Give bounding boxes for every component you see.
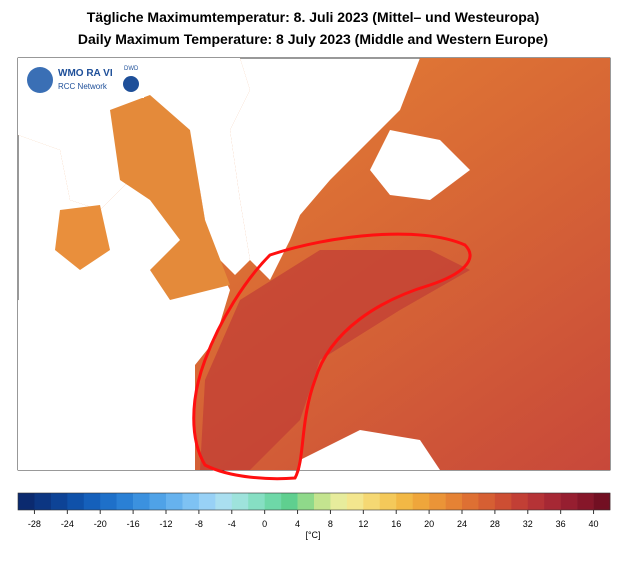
colorbar-segment [346,493,364,510]
colorbar-segment [133,493,150,510]
colorbar-tick-label: 32 [523,519,533,529]
dwd-emblem [123,76,139,92]
logo-dwd: DWD [124,66,139,72]
colorbar-tick-label: -16 [127,519,140,529]
colorbar-segment [34,493,52,510]
colorbar-segment [379,493,397,510]
colorbar-segment [264,493,282,510]
colorbar-tick-label: 40 [589,519,599,529]
colorbar-tick-label: -8 [195,519,203,529]
colorbar-tick-label: 8 [328,519,333,529]
colorbar-segment [478,493,496,510]
colorbar-segment [248,493,265,510]
colorbar-tick-label: 20 [424,519,434,529]
colorbar-segment [330,493,348,510]
colorbar-segment [527,493,545,510]
colorbar-segment [462,493,479,510]
colorbar-segment [182,493,200,510]
annotation-loop [192,232,472,481]
colorbar-segment [429,493,446,510]
colorbar-segment [198,493,216,510]
colorbar-segment [494,493,512,510]
colorbar-segment [215,493,233,510]
colorbar-tick-label: 28 [490,519,500,529]
colorbar-segment [297,493,315,510]
baltic [370,130,470,200]
colorbar-segment [281,493,298,510]
colorbar-tick-label: 0 [262,519,267,529]
colorbar-tick-label: -24 [61,519,74,529]
colorbar-tick-label: 24 [457,519,467,529]
colorbar-segment [593,493,611,510]
colorbar-segment [544,493,561,510]
colorbar-tick-label: -12 [159,519,172,529]
colorbar-segment [363,493,381,510]
unit-label: [°C] [305,530,320,540]
colorbar-tick-label: -4 [228,519,236,529]
colorbar-tick-label: 36 [556,519,566,529]
colorbar-segment [445,493,463,510]
colorbar-tick-label: -20 [94,519,107,529]
wmo-emblem [27,67,53,93]
colorbar-tick-label: -28 [28,519,41,529]
colorbar-segment [50,493,68,510]
logo: WMO RA VI RCC Network DWD [22,62,144,98]
title-de: Tägliche Maximumtemperatur: 8. Juli 2023… [87,9,540,25]
colorbar-segment [511,493,529,510]
colorbar-segment [166,493,183,510]
colorbar-tick-label: 4 [295,519,300,529]
colorbar-segment [100,493,117,510]
colorbar-tick-label: 16 [391,519,401,529]
great-britain [110,95,230,300]
logo-wmo: WMO RA VI [58,68,113,79]
map: WMO RA VI RCC Network DWD [17,57,611,481]
logo-network: RCC Network [58,82,108,91]
colorbar-segment [314,493,331,510]
colorbar-segment [396,493,413,510]
colorbar-tick-label: 12 [358,519,368,529]
mediterranean [300,430,440,470]
ireland [55,205,110,270]
colorbar-segment [149,493,167,510]
hot-region [200,250,470,470]
colorbar: -28 -24 -20 -16 -12 -8 -4 0 4 8 12 16 20 24 28 32 36 40 [17,492,611,529]
colorbar-segment [560,493,578,510]
colorbar-segment [231,493,249,510]
title-en: Daily Maximum Temperature: 8 July 2023 (… [78,31,548,47]
colorbar-segment [412,493,430,510]
colorbar-segment [18,493,35,510]
colorbar-segment [577,493,594,510]
colorbar-segment [67,493,85,510]
colorbar-frame [17,492,611,511]
biscay [18,300,195,470]
colorbar-segment [116,493,134,510]
colorbar-segment [83,493,101,510]
